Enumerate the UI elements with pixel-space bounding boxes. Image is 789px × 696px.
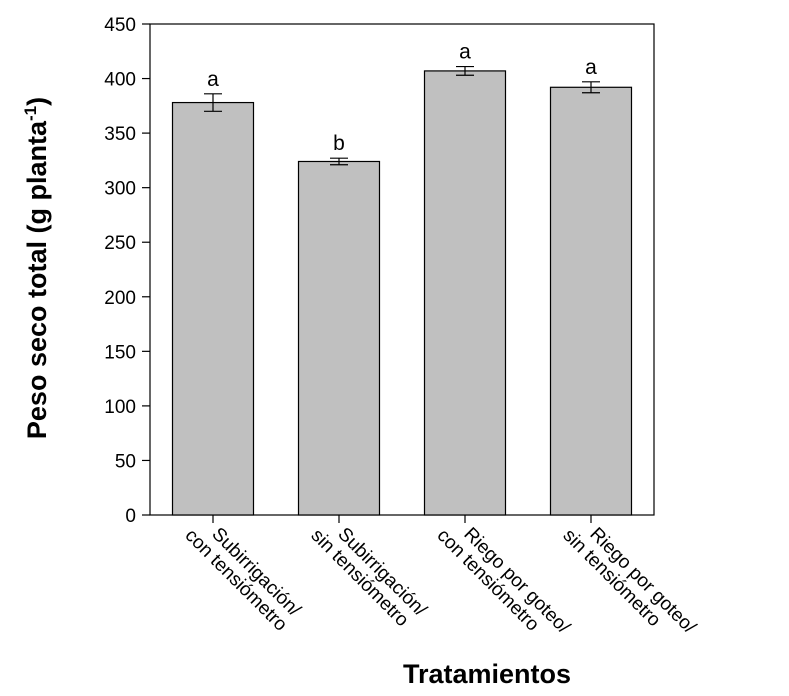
y-tick-label: 200 (104, 288, 136, 309)
y-tick-label: 450 (104, 15, 136, 36)
y-tick-label: 100 (104, 397, 136, 418)
bar (297, 160, 381, 516)
y-tick-label: 300 (104, 179, 136, 200)
y-tick-label: 50 (115, 451, 136, 472)
y-tick-label: 0 (125, 506, 136, 527)
significance-label: a (459, 41, 471, 64)
y-tick-label: 350 (104, 124, 136, 145)
x-tick-label: Subirrigación/con tensiómetro (181, 511, 306, 636)
y-tick-label: 150 (104, 342, 136, 363)
x-axis-title: Tratamientos (403, 659, 571, 689)
y-tick-label: 250 (104, 233, 136, 254)
significance-label: a (585, 56, 597, 79)
significance-label: a (207, 68, 219, 91)
x-tick-label: Riego por goteo/sin tensiómetro (559, 511, 701, 653)
y-axis-title-close: ) (22, 97, 52, 106)
y-axis-title-superscript: -1 (21, 106, 40, 121)
x-tick-label: Subirrigación/sin tensiómetro (307, 511, 431, 635)
significance-label: b (333, 132, 345, 155)
bar (171, 101, 255, 516)
plot-frame (149, 23, 655, 516)
y-axis-title-main: Peso seco total (g planta (22, 120, 52, 439)
y-axis-title: Peso seco total (g planta-1) (21, 97, 52, 439)
bar (549, 86, 633, 516)
bar (423, 70, 507, 516)
y-tick-label: 400 (104, 70, 136, 91)
x-tick-label: Riego por goteo/con tensiómetro (433, 511, 575, 653)
plot-area: 0 50 100 150 200 250 300 350 400 450 a Subirrigació… (104, 15, 701, 653)
